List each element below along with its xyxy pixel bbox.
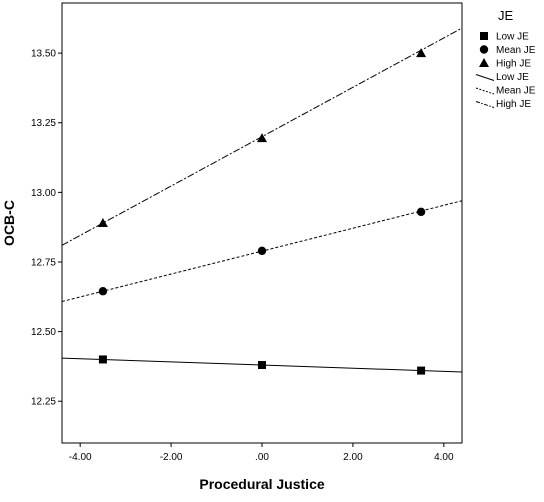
point-mean-je (98, 287, 108, 296)
point-mean-je (257, 246, 267, 256)
x-axis-ticks: -4.00 -2.00 .00 2.00 4.00 (69, 443, 454, 463)
plot-area (61, 2, 463, 444)
legend-label: High JE (496, 59, 531, 70)
y-tick-label: 12.75 (31, 257, 56, 268)
legend-marker-triangle (479, 58, 489, 67)
legend-label: High JE (496, 99, 531, 110)
legend-title: JE (498, 8, 514, 23)
y-tick-label: 13.00 (31, 188, 56, 199)
y-axis-title: OCB-C (1, 200, 17, 246)
point-high-je (416, 48, 427, 58)
x-tick-label: -2.00 (160, 452, 183, 463)
point-high-je (257, 133, 267, 143)
legend-marker-square (480, 32, 488, 40)
legend-line-sample (475, 101, 495, 108)
x-tick-label: .00 (255, 452, 269, 463)
legend-label: Mean JE (496, 45, 536, 56)
legend-label: Mean JE (496, 86, 536, 97)
legend-marker-circle (479, 45, 489, 54)
y-tick-label: 13.50 (31, 49, 56, 60)
y-tick-label: 12.25 (31, 397, 56, 408)
point-low-je (98, 355, 107, 364)
y-tick-label: 12.50 (31, 327, 56, 338)
legend-line-sample (475, 74, 495, 81)
data-markers (97, 48, 427, 375)
point-mean-je (416, 207, 426, 217)
point-low-je (258, 361, 266, 370)
legend-label: Low JE (496, 72, 529, 83)
legend-label: Low JE (496, 32, 529, 43)
point-low-je (417, 366, 426, 375)
x-tick-label: -4.00 (69, 452, 92, 463)
x-tick-label: 2.00 (343, 452, 363, 463)
y-tick-label: 13.25 (31, 118, 56, 129)
x-tick-label: 4.00 (434, 452, 454, 463)
legend: JE Low JE Mean JE High JE Low JE Mean JE High… (475, 8, 536, 110)
y-axis-ticks: 12.25 12.50 12.75 13.00 13.25 13.50 (31, 49, 62, 408)
x-axis-title: Procedural Justice (199, 476, 324, 492)
point-high-je (97, 218, 108, 227)
legend-line-sample (475, 87, 495, 95)
